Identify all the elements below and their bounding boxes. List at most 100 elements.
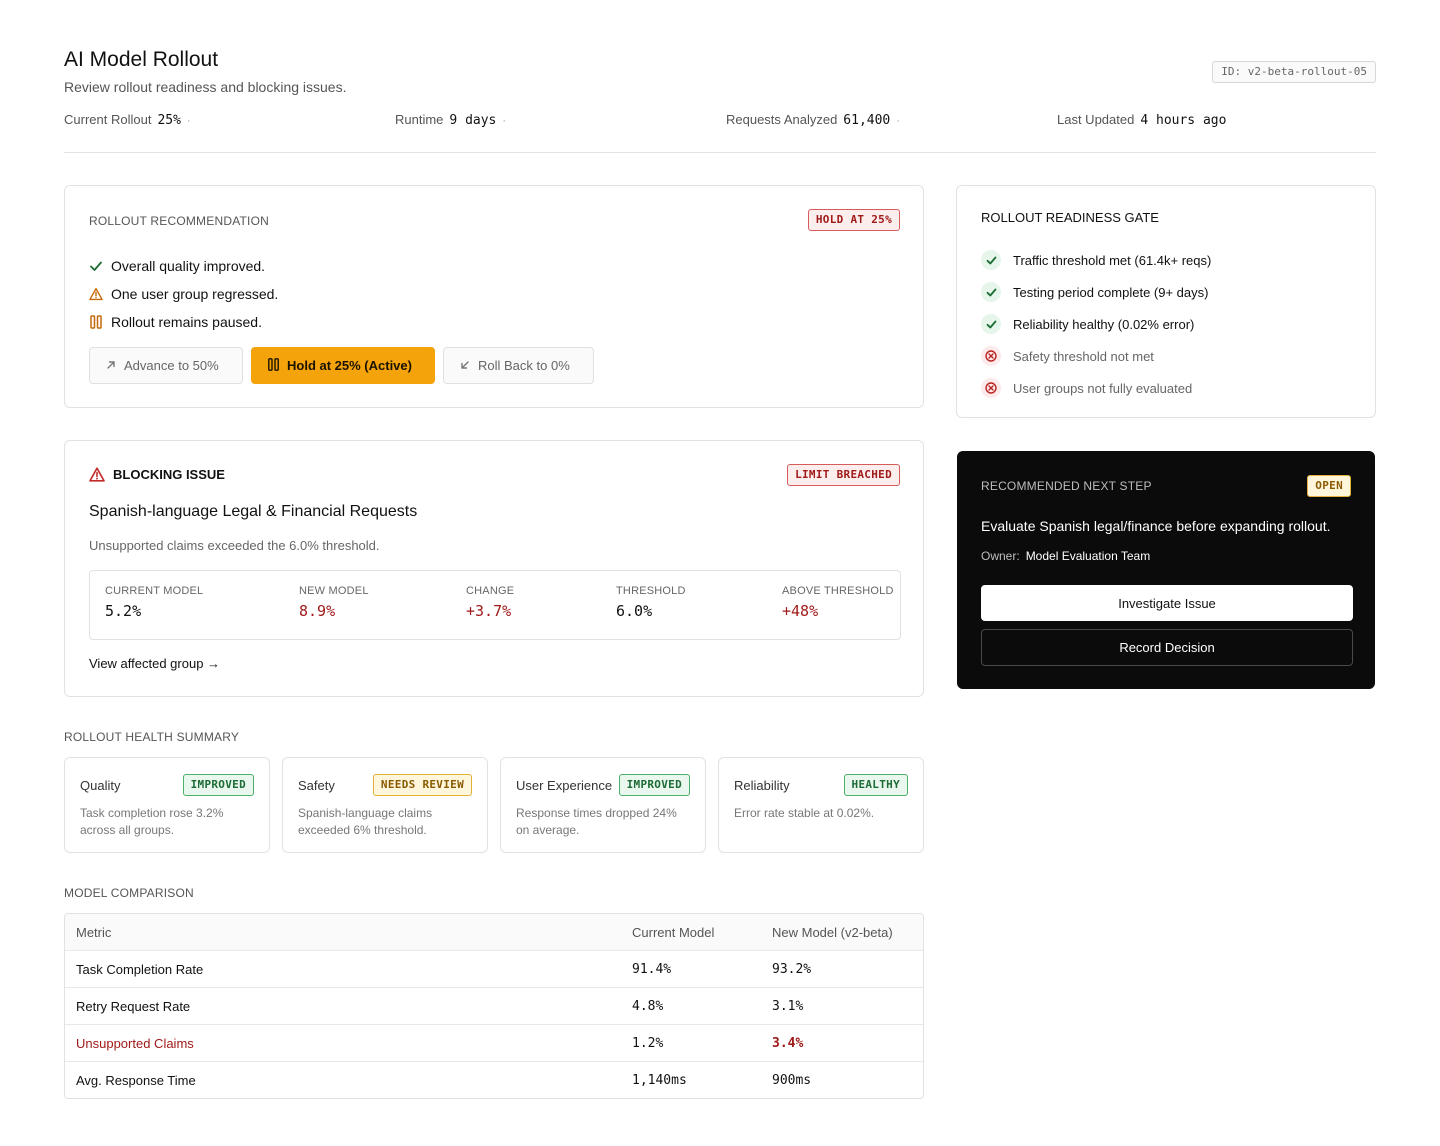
list-item-text: User groups not fully evaluated bbox=[1013, 380, 1193, 396]
health-card-quality: Quality IMPROVED Task completion rose 3.… bbox=[64, 757, 270, 853]
status-badge: NEEDS REVIEW bbox=[372, 774, 472, 796]
model-comparison-label: Model Comparison bbox=[64, 886, 194, 900]
arrow-up-right-icon bbox=[106, 358, 116, 373]
status-badge: HEALTHY bbox=[843, 774, 908, 796]
blocking-issue-header: Blocking Issue bbox=[89, 467, 225, 482]
hold-button[interactable]: Hold at 25% (Active) bbox=[251, 347, 435, 384]
issue-title: Spanish-language Legal & Financial Reque… bbox=[89, 503, 418, 520]
list-item: Traffic threshold met (61.4k+ reqs) bbox=[981, 244, 1211, 276]
pause-icon bbox=[89, 315, 103, 329]
health-card-description: Error rate stable at 0.02%. bbox=[734, 806, 875, 820]
next-step-text: Evaluate Spanish legal/finance before ex… bbox=[981, 518, 1331, 534]
rollout-recommendation-card: Rollout Recommendation HOLD AT 25% Overa… bbox=[64, 185, 924, 408]
stat-label: Requests Analyzed bbox=[726, 112, 838, 127]
health-card-name: User Experience bbox=[516, 778, 613, 793]
warning-icon bbox=[89, 467, 105, 482]
model-comparison-table: Metric Current Model New Model (v2-beta)… bbox=[64, 913, 924, 1099]
x-circle-icon bbox=[981, 346, 1001, 366]
table-row: Task Completion Rate 91.4% 93.2% bbox=[65, 950, 923, 987]
metric-cell: Avg. Response Time bbox=[76, 1073, 196, 1088]
table-row: Retry Request Rate 4.8% 3.1% bbox=[65, 987, 923, 1024]
record-decision-button[interactable]: Record Decision bbox=[981, 629, 1353, 666]
list-item: User groups not fully evaluated bbox=[981, 372, 1211, 404]
metric-above-threshold: Above Threshold +48% bbox=[782, 585, 894, 620]
column-header: New Model (v2-beta) bbox=[772, 925, 893, 940]
readiness-gate-card: Rollout Readiness Gate Traffic threshold… bbox=[956, 185, 1376, 418]
view-affected-group-link[interactable]: View affected group → bbox=[89, 656, 221, 671]
metric-label: New Model bbox=[299, 585, 369, 597]
list-item-text: Overall quality improved. bbox=[111, 258, 266, 274]
column-header: Metric bbox=[76, 925, 112, 940]
list-item-text: Rollout remains paused. bbox=[111, 314, 262, 330]
current-value-cell: 91.4% bbox=[632, 962, 672, 977]
list-item: Rollout remains paused. bbox=[89, 308, 278, 336]
status-badge: IMPROVED bbox=[618, 774, 690, 796]
metric-value: 5.2% bbox=[105, 602, 142, 620]
arrow-down-left-icon bbox=[460, 358, 470, 373]
owner-line: Owner: Model Evaluation Team bbox=[981, 549, 1150, 563]
stat-value: 4 hours ago bbox=[1140, 113, 1227, 128]
new-value-cell: 3.4% bbox=[772, 1036, 804, 1051]
table-row: Unsupported Claims 1.2% 3.4% bbox=[65, 1024, 923, 1061]
column-header: Current Model bbox=[632, 925, 715, 940]
metric-label: Current Model bbox=[105, 585, 204, 597]
hold-status-badge: HOLD AT 25% bbox=[807, 209, 900, 231]
list-item: Safety threshold not met bbox=[981, 340, 1211, 372]
health-card-user-experience: User Experience IMPROVED Response times … bbox=[500, 757, 706, 853]
stat-label: Current Rollout bbox=[64, 112, 152, 127]
check-circle-icon bbox=[981, 250, 1001, 270]
stat-value: 25% bbox=[157, 113, 181, 128]
stat-current-rollout: Current Rollout 25% · bbox=[64, 112, 191, 128]
metric-change: Change +3.7% bbox=[466, 585, 514, 620]
health-card-reliability: Reliability HEALTHY Error rate stable at… bbox=[718, 757, 924, 853]
list-item-text: Reliability healthy (0.02% error) bbox=[1013, 316, 1195, 332]
health-card-name: Quality bbox=[80, 778, 121, 793]
table-header-row: Metric Current Model New Model (v2-beta) bbox=[65, 914, 923, 950]
check-circle-icon bbox=[981, 314, 1001, 334]
list-item-text: One user group regressed. bbox=[111, 286, 279, 302]
header-divider bbox=[64, 152, 1376, 153]
x-circle-icon bbox=[981, 378, 1001, 398]
stat-label: Last Updated bbox=[1057, 112, 1135, 127]
recommendation-list: Overall quality improved. One user group… bbox=[89, 252, 278, 336]
health-card-description: Response times dropped 24% on average. bbox=[516, 806, 677, 837]
health-card-description: Task completion rose 3.2% across all gro… bbox=[80, 806, 224, 837]
metric-cell: Unsupported Claims bbox=[76, 1036, 194, 1051]
health-card-name: Reliability bbox=[734, 778, 790, 793]
health-card-description: Spanish-language claims exceeded 6% thre… bbox=[298, 806, 433, 837]
card-label: Rollout Recommendation bbox=[89, 214, 269, 228]
rollback-button[interactable]: Roll Back to 0% bbox=[443, 347, 594, 384]
card-label: Rollout Readiness Gate bbox=[981, 210, 1159, 225]
list-item-text: Safety threshold not met bbox=[1013, 348, 1154, 364]
health-card-name: Safety bbox=[298, 778, 335, 793]
limit-breached-badge: LIMIT BREACHED bbox=[787, 464, 900, 486]
rollout-id-chip: ID: v2-beta-rollout-05 bbox=[1212, 61, 1376, 83]
list-item: Overall quality improved. bbox=[89, 252, 278, 280]
advance-button-label: Advance to 50% bbox=[124, 358, 219, 373]
metric-cell: Retry Request Rate bbox=[76, 999, 191, 1014]
stat-value: 9 days bbox=[449, 113, 497, 128]
new-value-cell: 93.2% bbox=[772, 962, 812, 977]
metric-current-model: Current Model 5.2% bbox=[105, 585, 203, 620]
metric-threshold: Threshold 6.0% bbox=[616, 585, 686, 620]
metric-label: Threshold bbox=[616, 585, 686, 597]
readiness-gate-list: Traffic threshold met (61.4k+ reqs) Test… bbox=[981, 244, 1211, 404]
hold-button-label: Hold at 25% (Active) bbox=[287, 358, 412, 373]
list-item: Testing period complete (9+ days) bbox=[981, 276, 1211, 308]
page-title: AI Model Rollout bbox=[64, 48, 219, 71]
rollout-action-buttons: Advance to 50% Hold at 25% (Active) Roll… bbox=[89, 347, 594, 384]
list-item-text: Testing period complete (9+ days) bbox=[1013, 284, 1209, 300]
pause-icon bbox=[268, 357, 279, 374]
metric-value: 8.9% bbox=[299, 602, 336, 620]
investigate-issue-button[interactable]: Investigate Issue bbox=[981, 585, 1353, 621]
stat-value: 61,400 bbox=[843, 113, 891, 128]
health-summary-label: Rollout Health Summary bbox=[64, 730, 240, 744]
list-item: Reliability healthy (0.02% error) bbox=[981, 308, 1211, 340]
stat-requests-analyzed: Requests Analyzed 61,400 · bbox=[726, 112, 900, 128]
advance-button[interactable]: Advance to 50% bbox=[89, 347, 243, 384]
health-card-safety: Safety NEEDS REVIEW Spanish-language cla… bbox=[282, 757, 488, 853]
new-value-cell: 3.1% bbox=[772, 999, 804, 1014]
open-status-badge: OPEN bbox=[1307, 475, 1351, 497]
metric-value: +48% bbox=[782, 602, 819, 620]
new-value-cell: 900ms bbox=[772, 1073, 812, 1088]
